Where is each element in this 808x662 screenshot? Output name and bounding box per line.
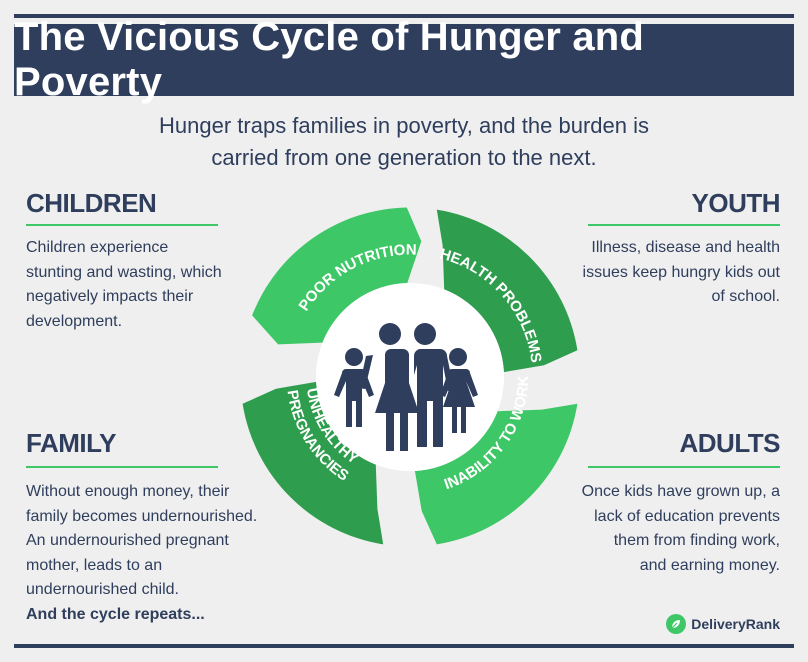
- delivery-rank-logo: DeliveryRank: [666, 614, 780, 634]
- adults-line: lack of education prevents: [594, 507, 780, 525]
- segment-health-problems: [436, 209, 578, 373]
- youth-line: issues keep hungry kids out: [582, 263, 780, 281]
- logo-text: DeliveryRank: [691, 616, 780, 632]
- cycle-diagram: POOR NUTRITION HEALTH PROBLEMS INABILITY…: [242, 207, 578, 545]
- youth-line: Illness, disease and health: [591, 239, 780, 256]
- family-line: An undernourished pregnant: [26, 532, 229, 549]
- adults-line: Once kids have grown up, a: [581, 483, 780, 500]
- youth-line: of school.: [711, 288, 780, 305]
- subtitle: Hunger traps families in poverty, and th…: [80, 110, 728, 174]
- children-line: negatively impacts their: [26, 288, 194, 305]
- family-divider: [26, 466, 218, 468]
- cycle-repeats-text: And the cycle repeats...: [26, 605, 205, 623]
- subtitle-line-1: Hunger traps families in poverty, and th…: [159, 113, 649, 138]
- children-line: Children experience: [26, 239, 169, 256]
- adults-line: and earning money.: [639, 556, 780, 574]
- family-text: Without enough money, their family becom…: [26, 480, 257, 627]
- adults-text: Once kids have grown up, a lack of educa…: [582, 480, 780, 578]
- segment-poor-nutrition: [252, 207, 422, 345]
- children-divider: [26, 224, 218, 226]
- adults-divider: [588, 466, 780, 468]
- family-line: undernourished child.: [26, 581, 179, 598]
- top-rule: [14, 14, 794, 18]
- children-line: stunting and wasting, which: [26, 263, 222, 281]
- family-line: mother, leads to an: [26, 556, 163, 574]
- subtitle-line-2: carried from one generation to the next.: [211, 145, 597, 170]
- family-heading: FAMILY: [26, 428, 116, 458]
- adults-heading: ADULTS: [679, 428, 780, 458]
- family-line: family becomes undernourished.: [26, 507, 258, 525]
- children-text: Children experience stunting and wasting…: [26, 236, 222, 334]
- segment-unhealthy-pregnancies: [242, 381, 384, 545]
- bottom-rule: [14, 644, 794, 648]
- family-line: Without enough money, their: [26, 483, 230, 500]
- segment-inability-to-work: [414, 403, 578, 545]
- family-icon: [334, 323, 478, 451]
- youth-text: Illness, disease and health issues keep …: [583, 236, 780, 310]
- youth-heading: YOUTH: [691, 188, 781, 218]
- adults-line: them from finding work,: [613, 532, 780, 549]
- leaf-icon: [666, 614, 687, 634]
- page-title: The Vicious Cycle of Hunger and Poverty: [14, 15, 794, 104]
- children-heading: CHILDREN: [26, 188, 157, 218]
- children-line: development.: [26, 312, 123, 330]
- youth-divider: [588, 224, 780, 226]
